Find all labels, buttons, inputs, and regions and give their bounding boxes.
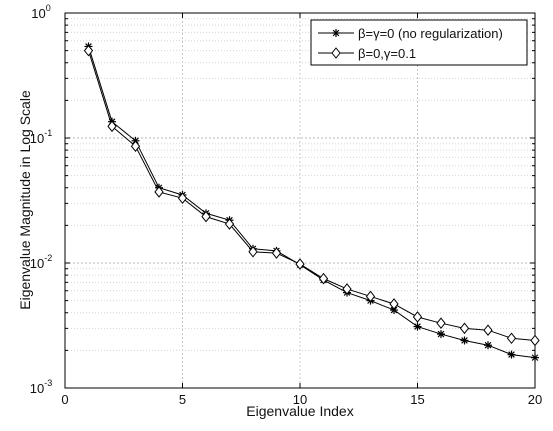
data-point-series-1 bbox=[460, 336, 469, 345]
data-point-series-1 bbox=[413, 322, 422, 331]
x-tick-label: 10 bbox=[293, 392, 307, 407]
x-tick-label: 5 bbox=[179, 392, 186, 407]
series-1 bbox=[84, 42, 539, 362]
data-point-series-2 bbox=[530, 334, 540, 347]
data-point-series-2 bbox=[436, 317, 446, 329]
data-point-series-2 bbox=[248, 245, 258, 258]
legend-entry-2: β=0,γ=0.1 bbox=[318, 46, 416, 61]
data-point-series-2 bbox=[389, 298, 399, 310]
series-2 bbox=[83, 44, 540, 347]
data-point-series-2 bbox=[154, 186, 164, 198]
data-point-series-2 bbox=[177, 192, 188, 204]
y-axis-label: Eigenvalue Magnitude in Log Scale bbox=[17, 90, 33, 310]
legend-marker bbox=[331, 47, 341, 59]
data-point-series-2 bbox=[130, 140, 141, 152]
legend: β=γ=0 (no regularization) β=0,γ=0.1 bbox=[310, 19, 528, 66]
data-point-series-1 bbox=[484, 341, 492, 350]
data-point-series-2 bbox=[506, 332, 517, 345]
grid bbox=[65, 13, 535, 388]
x-tick-label: 20 bbox=[528, 392, 542, 407]
x-tick-label: 15 bbox=[410, 392, 424, 407]
data-point-series-2 bbox=[83, 44, 94, 57]
data-point-series-1 bbox=[531, 353, 539, 362]
y-tick-label: 10-2 bbox=[30, 253, 52, 271]
x-axis-label: Eigenvalue Index bbox=[246, 403, 353, 419]
data-point-series-2 bbox=[412, 311, 423, 323]
data-point-series-2 bbox=[107, 120, 117, 133]
y-tick-label: 10-1 bbox=[30, 128, 52, 146]
legend-label: β=0,γ=0.1 bbox=[358, 46, 416, 61]
data-point-series-2 bbox=[483, 324, 493, 337]
y-tick-label: 10-3 bbox=[30, 378, 52, 396]
data-point-series-2 bbox=[459, 322, 470, 335]
data-point-series-2 bbox=[271, 247, 282, 259]
data-point-series-2 bbox=[201, 210, 211, 223]
data-point-series-2 bbox=[295, 258, 305, 270]
x-tick-label: 0 bbox=[61, 392, 68, 407]
legend-items: β=γ=0 (no regularization) β=0,γ=0.1 bbox=[318, 26, 503, 61]
data-point-series-2 bbox=[342, 283, 352, 295]
data-point-series-2 bbox=[318, 272, 329, 285]
data-point-series-1 bbox=[507, 350, 516, 359]
series-line-1 bbox=[88, 46, 536, 359]
legend-entry-1: β=γ=0 (no regularization) bbox=[318, 26, 503, 41]
data-point-series-1 bbox=[437, 330, 445, 339]
series-line-2 bbox=[88, 50, 536, 341]
legend-box bbox=[310, 19, 528, 66]
series-layer bbox=[83, 42, 540, 362]
legend-marker bbox=[332, 29, 340, 37]
tick-labels: 0 5 10 15 20 10-3 10-2 10-1 100 bbox=[30, 3, 542, 407]
ticks bbox=[64, 12, 536, 389]
legend-label: β=γ=0 (no regularization) bbox=[358, 26, 503, 41]
data-point-series-2 bbox=[365, 290, 376, 303]
data-point-series-2 bbox=[224, 218, 235, 230]
y-tick-label: 100 bbox=[31, 3, 50, 21]
